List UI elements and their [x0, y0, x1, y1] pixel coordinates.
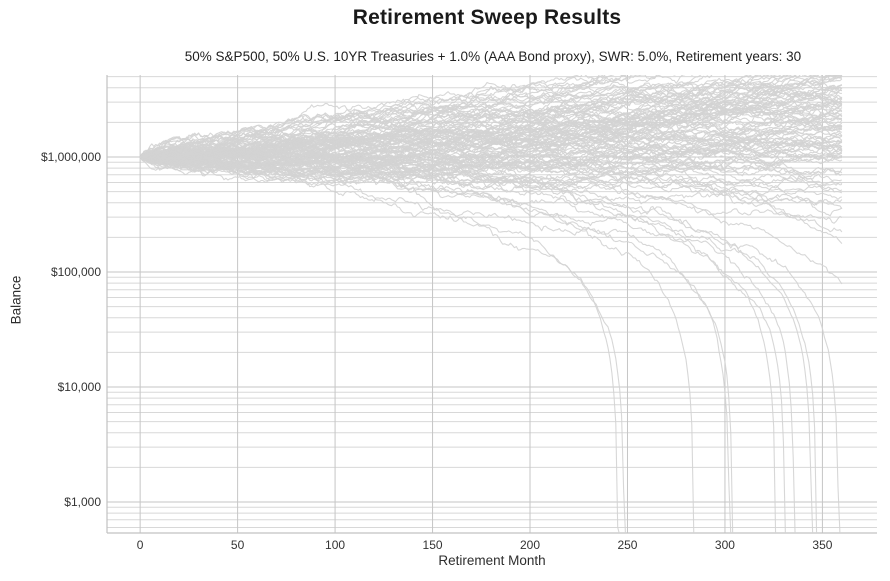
simulation-path: [140, 155, 777, 533]
simulation-path: [139, 75, 694, 158]
simulation-path: [139, 155, 843, 180]
simulation-path: [139, 119, 843, 165]
simulation-path: [139, 155, 734, 533]
simulation-path: [139, 75, 789, 158]
chart-title: Retirement Sweep Results: [352, 6, 622, 29]
simulation-path: [139, 89, 843, 172]
simulation-path: [139, 139, 818, 533]
simulation-path: [139, 88, 842, 167]
y-tick-label: $10,000: [57, 379, 101, 394]
x-tick-label: 250: [617, 538, 638, 552]
simulation-path: [140, 156, 796, 533]
simulation-path: [139, 89, 843, 166]
simulation-path: [139, 75, 843, 164]
y-tick-label: $1,000: [64, 494, 101, 509]
simulation-path: [139, 154, 626, 533]
simulation-paths: [139, 75, 843, 533]
simulation-path: [139, 148, 843, 285]
x-tick-label: 100: [325, 538, 346, 552]
chart-subtitle: 50% S&P500, 50% U.S. 10YR Treasuries + 1…: [184, 49, 802, 64]
simulation-path: [139, 125, 843, 158]
x-tick-label: 350: [812, 538, 833, 552]
y-axis-label: Balance: [8, 275, 24, 325]
x-axis-label: Retirement Month: [438, 553, 546, 568]
x-tick-label: 50: [230, 538, 245, 552]
x-tick-label: 300: [714, 538, 735, 552]
simulation-path: [139, 153, 814, 533]
simulation-path: [139, 156, 841, 533]
y-tick-label: $1,000,000: [40, 149, 101, 164]
simulation-path: [140, 75, 606, 162]
simulation-path: [139, 135, 843, 162]
x-tick-label: 200: [519, 538, 541, 552]
y-tick-label: $100,000: [50, 264, 101, 279]
simulation-path: [140, 92, 843, 160]
axis-spines: [106, 75, 877, 534]
simulation-path: [140, 146, 695, 533]
simulation-path: [139, 155, 843, 210]
simulation-path: [140, 112, 843, 169]
x-tick-label: 150: [422, 538, 443, 552]
simulation-path: [139, 149, 843, 176]
simulation-path: [139, 84, 843, 161]
x-tick-label: 0: [136, 538, 144, 552]
